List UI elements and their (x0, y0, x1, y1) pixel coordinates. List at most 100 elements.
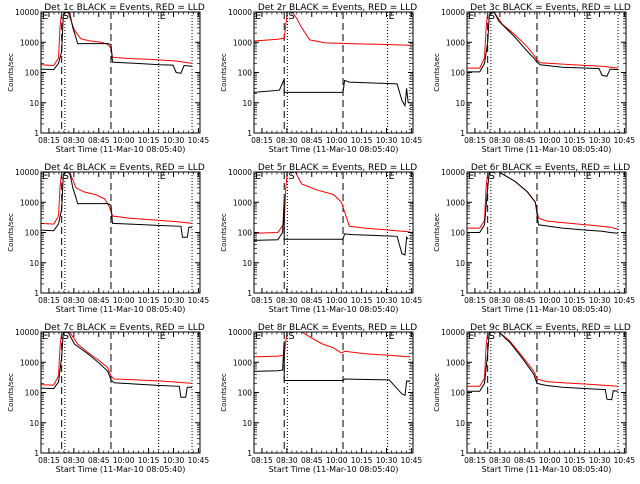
event-marker-label: S (288, 171, 294, 182)
plot-frame (253, 11, 414, 134)
event-marker-label: S (489, 171, 495, 182)
x-tick-label: 10:30 (589, 136, 611, 145)
x-tick-label: 08:15 (38, 136, 60, 145)
y-tick-label: 10000 (441, 168, 465, 177)
x-tick-label: 08:45 (514, 136, 536, 145)
event-marker-label: S (63, 171, 69, 182)
x-tick-label: 10:30 (589, 296, 611, 305)
y-tick-label: 100 (451, 69, 466, 78)
x-tick-label: 08:45 (301, 456, 323, 465)
y-tick-label: 1 (247, 449, 252, 458)
y-tick-label: 1000 (233, 358, 252, 367)
y-tick-label: 10000 (15, 328, 39, 337)
plot-frame (253, 331, 414, 454)
event-marker-label: E (389, 11, 395, 22)
x-tick-label: 10:00 (326, 456, 348, 465)
x-tick-label: 10:45 (614, 456, 636, 465)
y-axis-label: Counts/sec (7, 213, 15, 252)
y-tick-label: 100 (451, 229, 466, 238)
x-axis-label: Start Time (11-Mar-10 08:05:40) (269, 305, 399, 314)
y-tick-label: 10000 (228, 8, 252, 17)
y-tick-label: 10 (242, 419, 252, 428)
y-tick-label: 1000 (446, 38, 465, 47)
event-marker-label: S (288, 331, 294, 342)
y-tick-label: 1000 (20, 198, 39, 207)
chart-title: Det 7c BLACK = Events, RED = LLD (44, 323, 205, 333)
y-tick-label: 10 (242, 259, 252, 268)
y-tick-label: 10000 (15, 8, 39, 17)
x-tick-label: 10:45 (188, 296, 210, 305)
y-tick-label: 10000 (228, 328, 252, 337)
x-tick-label: 10:45 (401, 456, 423, 465)
y-axis-label: Counts/sec (433, 213, 441, 252)
chart-title: Det 1c BLACK = Events, RED = LLD (44, 3, 205, 13)
event-marker-label: S (288, 11, 294, 22)
event-marker-label: E (160, 11, 166, 22)
x-axis-label: Start Time (11-Mar-10 08:05:40) (56, 465, 186, 474)
x-axis-label: Start Time (11-Mar-10 08:05:40) (269, 465, 399, 474)
x-tick-label: 10:00 (326, 296, 348, 305)
event-marker-label: E (586, 11, 592, 22)
x-tick-label: 10:30 (163, 136, 185, 145)
x-tick-label: 08:45 (301, 296, 323, 305)
x-tick-label: 10:45 (401, 136, 423, 145)
y-axis-label: Counts/sec (220, 373, 228, 412)
x-tick-label: 10:00 (113, 296, 135, 305)
x-tick-label: 08:15 (38, 296, 60, 305)
x-tick-label: 08:45 (88, 136, 110, 145)
x-tick-label: 08:30 (489, 456, 511, 465)
y-tick-label: 10 (242, 99, 252, 108)
y-axis-label: Counts/sec (7, 53, 15, 92)
y-tick-label: 100 (238, 69, 253, 78)
y-tick-label: 1000 (20, 38, 39, 47)
x-axis-label: Start Time (11-Mar-10 08:05:40) (56, 145, 186, 154)
x-tick-label: 10:15 (138, 456, 160, 465)
x-tick-label: 08:30 (63, 136, 85, 145)
x-tick-label: 08:45 (88, 296, 110, 305)
x-tick-label: 10:15 (351, 296, 373, 305)
series-line-red (41, 172, 193, 225)
chart-title: Det 5r BLACK = Events, RED = LLD (258, 163, 417, 173)
chart-title: Det 2r BLACK = Events, RED = LLD (258, 3, 417, 13)
x-tick-label: 08:45 (301, 136, 323, 145)
event-marker-label: E (42, 331, 48, 342)
x-tick-label: 10:15 (138, 296, 160, 305)
event-marker-label: E (255, 11, 261, 22)
x-tick-label: 08:30 (276, 136, 298, 145)
chart-title: Det 3c BLACK = Events, RED = LLD (470, 3, 631, 13)
y-axis-label: Counts/sec (220, 53, 228, 92)
x-tick-label: 10:45 (614, 136, 636, 145)
x-tick-label: 08:30 (63, 456, 85, 465)
y-tick-label: 1 (34, 449, 39, 458)
chart-title: Det 6r BLACK = Events, RED = LLD (471, 163, 630, 173)
x-tick-label: 10:00 (113, 136, 135, 145)
series-line-red (467, 332, 619, 387)
y-tick-label: 100 (238, 389, 253, 398)
x-axis-label: Start Time (11-Mar-10 08:05:40) (482, 145, 612, 154)
x-tick-label: 10:00 (539, 296, 561, 305)
x-tick-label: 10:30 (163, 456, 185, 465)
x-tick-label: 10:00 (539, 456, 561, 465)
y-tick-label: 10 (29, 419, 39, 428)
event-marker-label: E (586, 331, 592, 342)
y-tick-label: 100 (25, 229, 40, 238)
event-marker-label: S (489, 11, 495, 22)
x-tick-label: 10:00 (326, 136, 348, 145)
x-tick-label: 08:15 (251, 456, 273, 465)
x-tick-label: 08:45 (514, 456, 536, 465)
event-marker-label: S (63, 11, 69, 22)
y-tick-label: 10000 (441, 328, 465, 337)
x-tick-label: 08:15 (38, 456, 60, 465)
y-tick-label: 1 (460, 129, 465, 138)
y-tick-label: 10 (455, 419, 465, 428)
y-tick-label: 1000 (233, 198, 252, 207)
y-tick-label: 1000 (233, 38, 252, 47)
event-marker-label: E (42, 11, 48, 22)
series-line-black (41, 12, 193, 74)
x-tick-label: 08:30 (489, 136, 511, 145)
x-tick-label: 08:30 (276, 296, 298, 305)
